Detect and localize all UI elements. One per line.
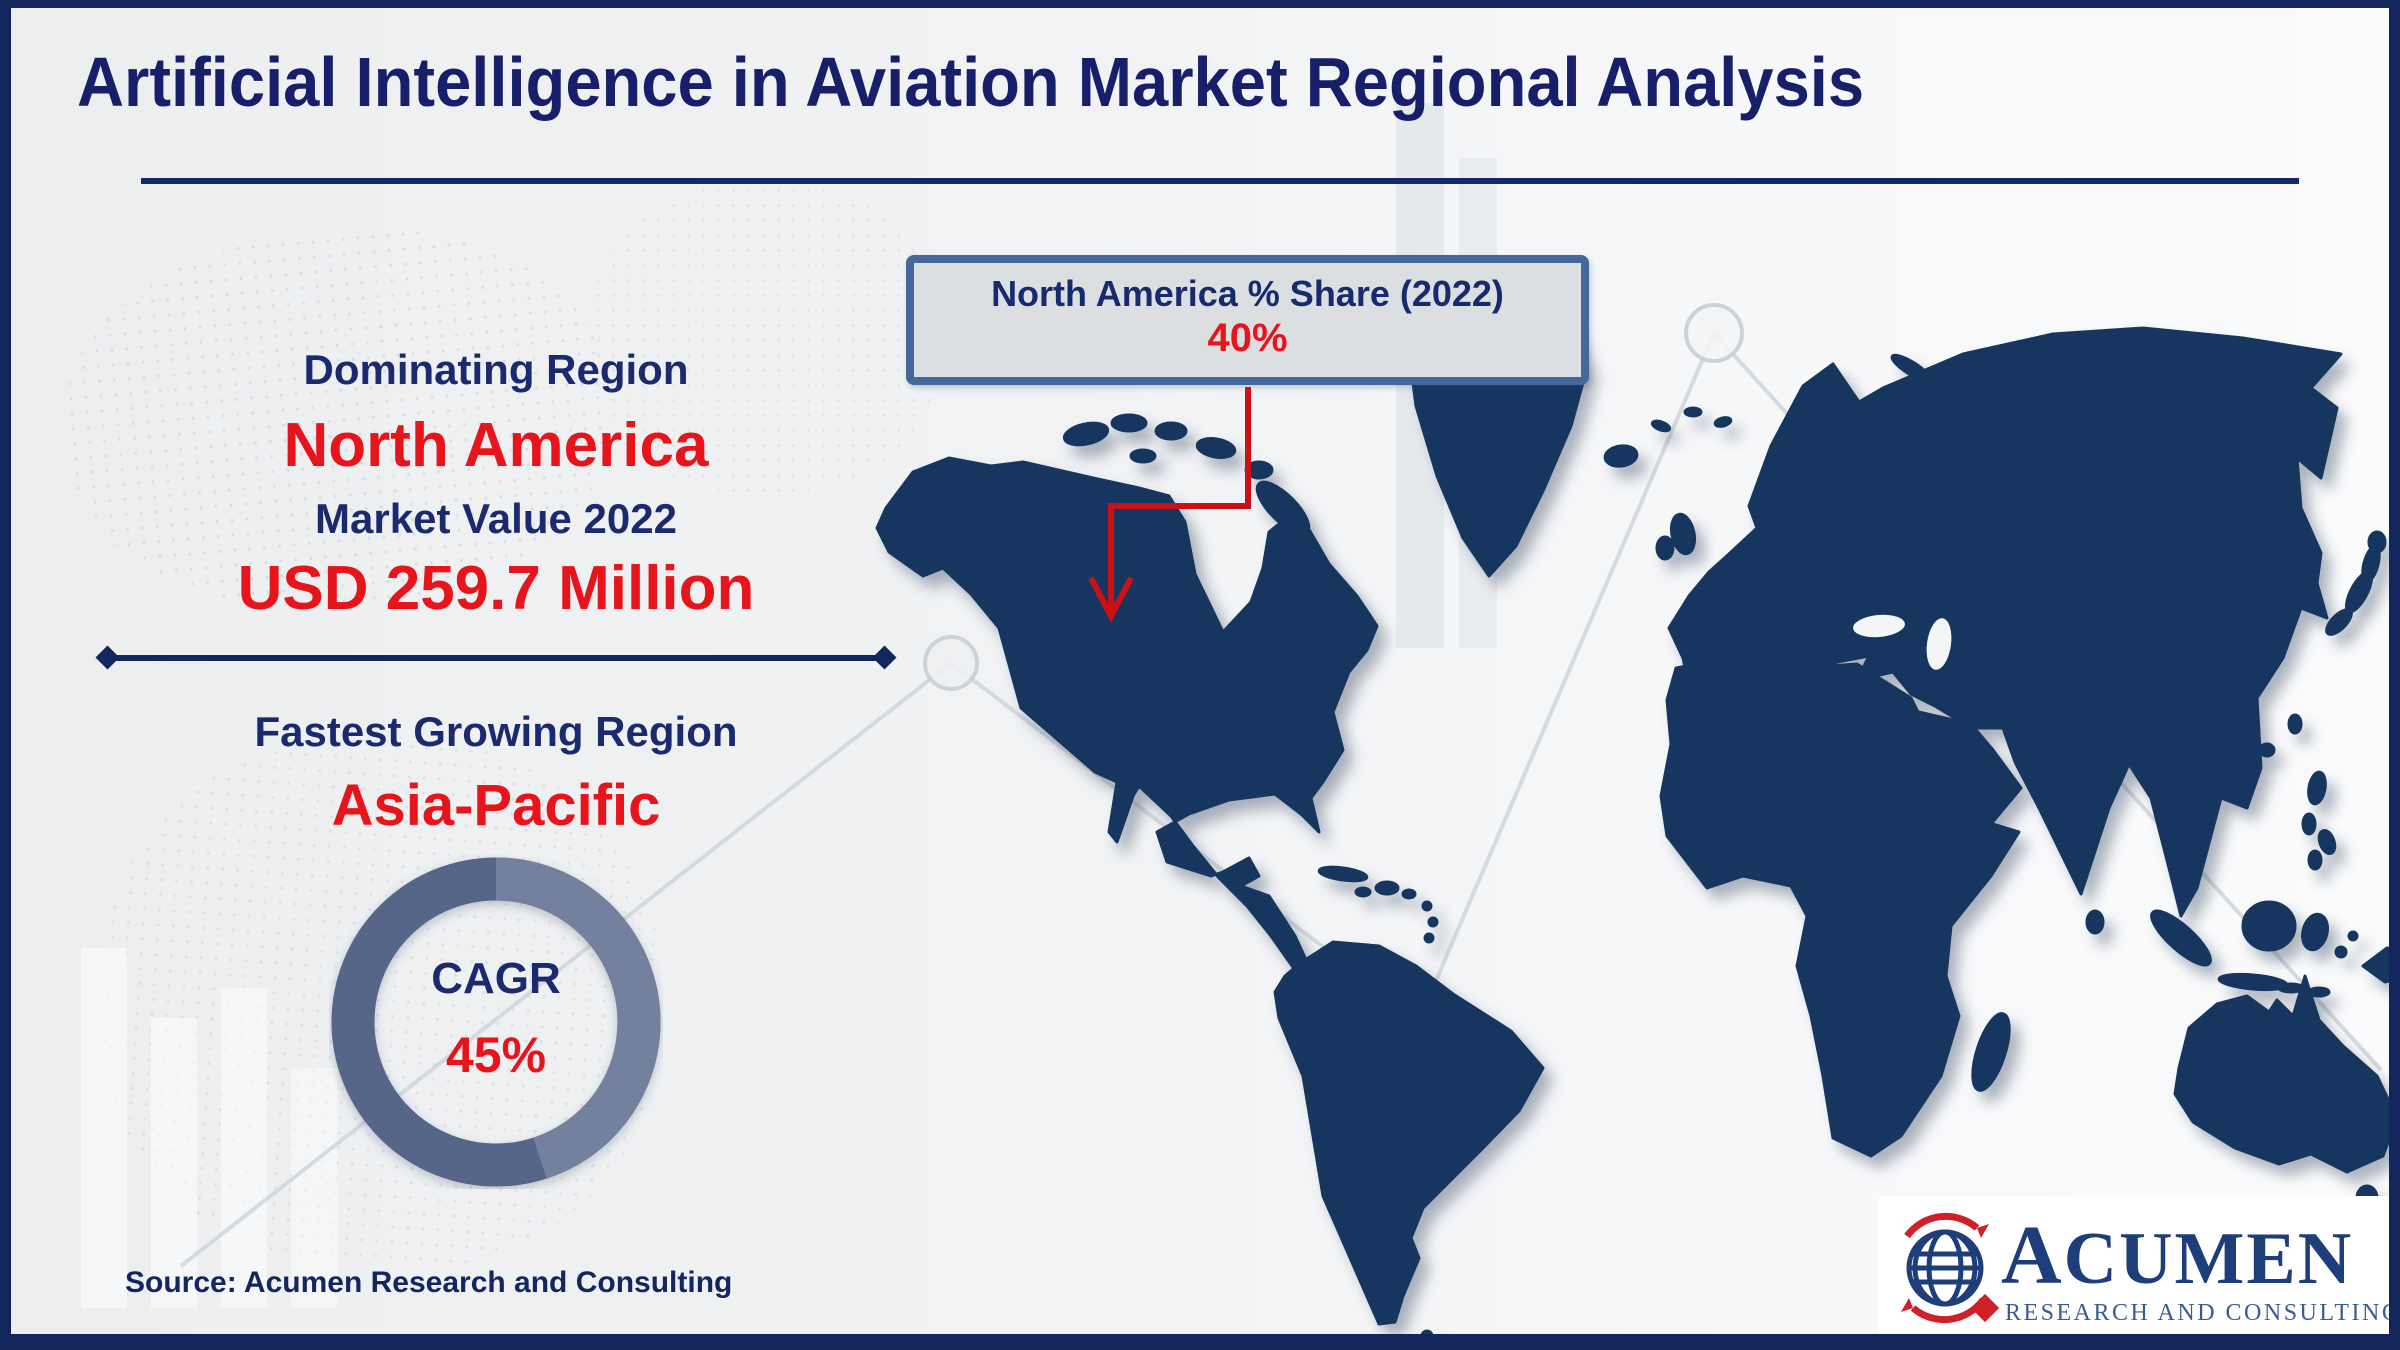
logo-subtitle: RESEARCH AND CONSULTING (2005, 1300, 2400, 1326)
trendline-watermark (179, 303, 2383, 1268)
divider-diamond-right-icon (872, 645, 897, 670)
title-underline (141, 178, 2299, 184)
divider-line (107, 655, 885, 661)
background-bar (221, 988, 267, 1308)
logo-wordmark: ACUMEN (2001, 1209, 2354, 1302)
dominating-region-label: Dominating Region (303, 346, 689, 393)
globe-icon (1901, 1212, 2000, 1324)
source-attribution: Source: Acumen Research and Consulting (125, 1266, 733, 1299)
dominating-region-value: North America (283, 411, 709, 480)
callout-arrow-icon (1088, 387, 1251, 623)
cagr-label: CAGR (431, 954, 561, 1003)
page-title: Artificial Intelligence in Aviation Mark… (77, 43, 1865, 121)
fastest-region-value: Asia-Pacific (331, 773, 661, 838)
background-bar (151, 1018, 197, 1308)
cagr-donut-chart (331, 857, 661, 1187)
acumen-logo: ACUMEN RESEARCH AND CONSULTING (1879, 1196, 2400, 1334)
callout-value: 40% (1207, 316, 1288, 361)
callout-title: North America % Share (2022) (991, 273, 1504, 314)
section-divider-arrow (95, 645, 897, 670)
background-bar (1459, 158, 1497, 648)
background-bar (81, 948, 127, 1308)
market-value-label: Market Value 2022 (315, 495, 677, 542)
fastest-region-label: Fastest Growing Region (254, 708, 738, 755)
north-america-share-callout: North America % Share (2022) 40% (906, 255, 1589, 385)
cagr-value: 45% (445, 1027, 547, 1083)
world-map (875, 304, 2389, 1334)
market-value-amount: USD 259.7 Million (237, 554, 755, 623)
